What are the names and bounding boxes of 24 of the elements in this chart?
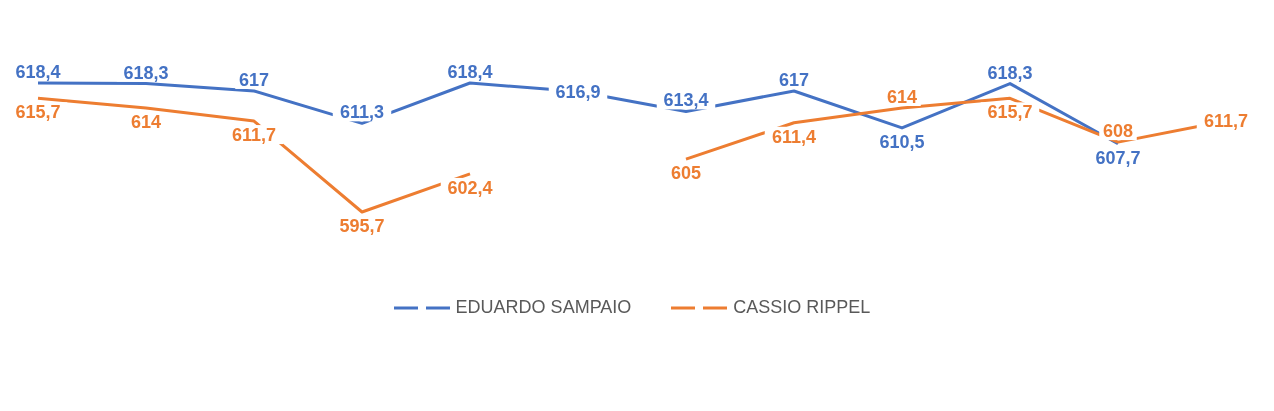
data-label: 614 — [130, 112, 162, 132]
data-label: 618,4 — [15, 62, 61, 82]
data-label: 610,5 — [879, 131, 925, 152]
data-label: 611,7 — [1203, 111, 1249, 132]
data-label: 611,7 — [231, 125, 277, 146]
data-label: 615,7 — [987, 102, 1033, 123]
legend-label: EDUARDO SAMPAIO — [454, 297, 632, 318]
data-label: 616,9 — [555, 81, 601, 102]
legend-label: CASSIO RIPPEL — [732, 297, 871, 318]
data-label: 614 — [886, 87, 918, 107]
data-label: 605 — [670, 163, 702, 184]
data-label: 607,7 — [1095, 147, 1141, 168]
data-label: 595,7 — [339, 216, 385, 236]
data-label: 618,3 — [987, 62, 1033, 83]
data-label: 611,3 — [339, 102, 385, 123]
data-label: 618,4 — [447, 62, 493, 82]
data-label: 613,4 — [663, 90, 709, 111]
data-label: 608 — [1102, 121, 1134, 142]
data-label: 617 — [238, 69, 270, 90]
data-label: 602,4 — [447, 177, 493, 198]
data-label: 615,7 — [15, 102, 61, 123]
data-label: 618,3 — [123, 62, 169, 83]
data-label: 617 — [778, 69, 810, 90]
data-label: 611,4 — [771, 126, 817, 147]
